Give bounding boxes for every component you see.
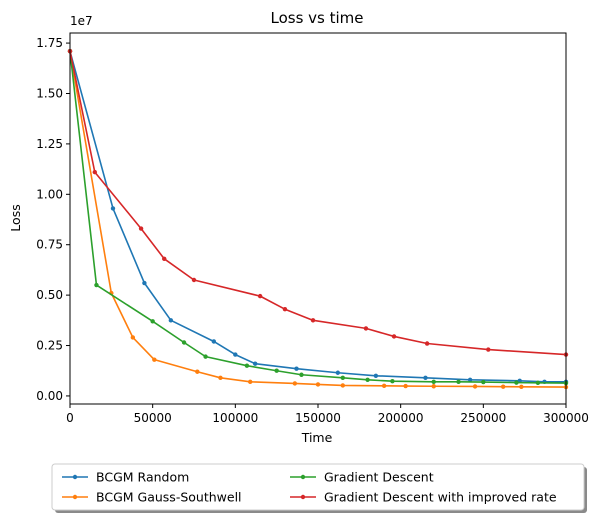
data-point-gradient-descent xyxy=(514,380,519,385)
data-point-gradient-descent xyxy=(365,377,370,382)
data-point-gradient-descent-with-improved-rate xyxy=(257,293,263,299)
data-point-bcgm-gauss-southwell xyxy=(431,384,436,389)
data-point-gradient-descent-with-improved-rate xyxy=(92,169,98,175)
data-point-bcgm-random xyxy=(211,339,217,344)
data-point-bcgm-gauss-southwell xyxy=(472,384,478,389)
legend-entry-bcgm-random: BCGM Random xyxy=(62,470,189,485)
x-tick-label: 0 xyxy=(66,411,74,425)
data-point-gradient-descent xyxy=(340,375,345,380)
y-tick-label: 0.25 xyxy=(36,339,63,353)
data-point-bcgm-gauss-southwell xyxy=(315,382,321,387)
data-point-bcgm-random xyxy=(168,318,174,323)
data-point-bcgm-gauss-southwell xyxy=(500,384,506,389)
data-point-gradient-descent xyxy=(535,380,541,386)
series-line-bcgm-random xyxy=(69,50,566,383)
x-tick-label: 50000 xyxy=(134,411,172,425)
legend-label: Gradient Descent with improved rate xyxy=(324,490,557,505)
legend-entry-gradient-descent: Gradient Descent xyxy=(290,470,434,485)
legend-marker xyxy=(300,494,306,500)
data-point-bcgm-gauss-southwell xyxy=(403,383,408,389)
data-point-gradient-descent xyxy=(431,379,436,385)
x-tick-label: 250000 xyxy=(460,411,506,425)
data-point-gradient-descent-with-improved-rate xyxy=(391,334,397,339)
data-point-gradient-descent xyxy=(203,354,208,359)
data-point-gradient-descent-with-improved-rate xyxy=(282,307,288,312)
data-point-bcgm-gauss-southwell xyxy=(195,369,200,374)
data-point-bcgm-random xyxy=(233,352,238,357)
data-point-gradient-descent xyxy=(481,379,486,385)
data-point-bcgm-random xyxy=(423,375,428,380)
legend-marker xyxy=(72,474,78,480)
data-point-bcgm-random xyxy=(252,361,258,366)
x-tick-label: 150000 xyxy=(295,411,341,425)
legend-entry-gradient-descent-with-improved-rate: Gradient Descent with improved rate xyxy=(290,490,557,505)
y-axis-label: Loss xyxy=(8,204,23,231)
series-line-gradient-descent-with-improved-rate xyxy=(69,50,567,356)
data-point-gradient-descent-with-improved-rate xyxy=(138,226,144,231)
data-point-bcgm-gauss-southwell xyxy=(519,384,524,390)
data-point-bcgm-random xyxy=(335,370,341,375)
legend-label: BCGM Gauss-Southwell xyxy=(96,490,242,505)
series-bcgm-gauss-southwell xyxy=(67,48,569,390)
y-tick-label: 0.50 xyxy=(36,288,63,302)
legend-entry-bcgm-gauss-southwell: BCGM Gauss-Southwell xyxy=(62,490,242,505)
data-point-gradient-descent xyxy=(456,379,461,385)
y-tick-label: 1.50 xyxy=(36,86,63,100)
data-point-bcgm-random xyxy=(467,377,473,382)
data-point-gradient-descent xyxy=(244,363,250,368)
data-point-gradient-descent xyxy=(150,319,155,324)
y-tick-label: 1.00 xyxy=(36,187,63,201)
data-point-bcgm-random xyxy=(110,206,116,211)
series-line-bcgm-gauss-southwell xyxy=(69,51,567,388)
legend-box xyxy=(51,463,585,511)
data-point-bcgm-gauss-southwell xyxy=(152,357,157,362)
y-tick-label: 0.75 xyxy=(36,238,63,252)
data-point-gradient-descent-with-improved-rate xyxy=(310,318,316,323)
data-point-bcgm-gauss-southwell xyxy=(130,335,136,340)
data-point-bcgm-gauss-southwell xyxy=(340,383,345,388)
legend-marker xyxy=(72,494,78,500)
series-gradient-descent-with-improved-rate xyxy=(67,48,569,357)
data-point-gradient-descent-with-improved-rate xyxy=(363,326,369,331)
data-point-gradient-descent xyxy=(299,372,304,377)
y-offset-label: 1e7 xyxy=(70,14,93,28)
chart-title: Loss vs time xyxy=(270,9,363,27)
series-gradient-descent xyxy=(67,48,569,386)
data-point-bcgm-gauss-southwell xyxy=(218,375,223,380)
data-point-bcgm-gauss-southwell xyxy=(248,379,253,385)
data-point-bcgm-random xyxy=(142,280,147,286)
y-tick-label: 1.75 xyxy=(36,36,63,50)
legend-marker xyxy=(300,474,306,480)
data-point-gradient-descent-with-improved-rate xyxy=(424,341,430,346)
data-point-bcgm-random xyxy=(373,373,379,378)
y-tick-label: 1.25 xyxy=(36,137,63,151)
series-line-gradient-descent xyxy=(69,51,567,384)
legend-label: Gradient Descent xyxy=(324,470,434,485)
series-bcgm-random xyxy=(67,48,569,385)
data-point-bcgm-gauss-southwell xyxy=(381,383,387,389)
data-point-bcgm-gauss-southwell xyxy=(292,381,298,386)
data-point-gradient-descent xyxy=(274,368,279,373)
data-point-bcgm-random xyxy=(294,366,299,371)
x-tick-label: 300000 xyxy=(543,411,589,425)
legend-label: BCGM Random xyxy=(96,470,189,485)
legend: BCGM Random BCGM Gauss-Southwell Gradient … xyxy=(51,463,587,513)
x-tick-label: 200000 xyxy=(378,411,424,425)
data-point-gradient-descent xyxy=(390,379,395,384)
x-axis-label: Time xyxy=(301,430,333,445)
data-point-gradient-descent-with-improved-rate xyxy=(486,347,491,352)
x-tick-label: 100000 xyxy=(212,411,258,425)
y-tick-label: 0.00 xyxy=(36,389,63,403)
data-point-gradient-descent-with-improved-rate xyxy=(191,277,197,283)
data-point-gradient-descent xyxy=(181,340,187,345)
data-point-gradient-descent-with-improved-rate xyxy=(162,256,167,262)
plot-area: 0 50000 100000 150000 200000 250000 300000 0.00… xyxy=(36,32,589,425)
data-point-gradient-descent xyxy=(94,282,99,288)
